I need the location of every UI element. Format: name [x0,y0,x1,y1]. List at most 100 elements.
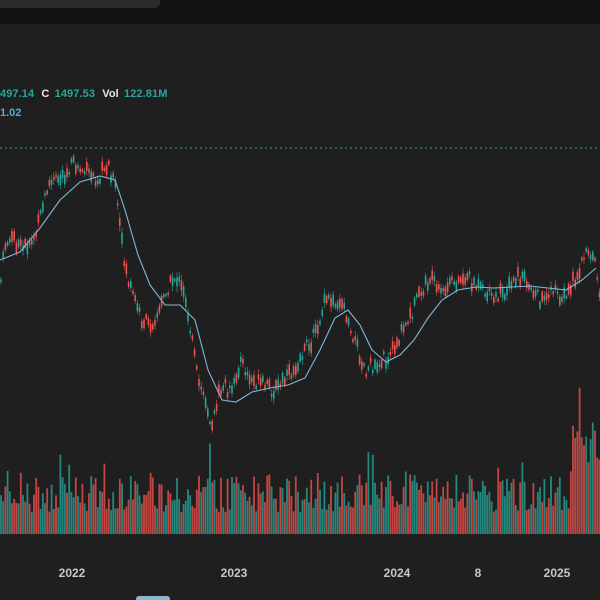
volume-bar [325,509,328,534]
candle-body [528,283,530,290]
candle-body [570,285,572,296]
volume-bar [492,511,495,534]
candle-body [561,296,563,302]
volume-bar [398,504,401,534]
volume-bar [565,500,568,534]
volume-bar [435,478,438,534]
volume-bar [541,501,544,534]
candle-body [537,289,539,292]
volume-bar [266,475,269,534]
volume-bar [66,492,68,534]
volume-bar [598,459,600,534]
candle-body [517,267,519,277]
candle-body [391,341,394,350]
volume-bar [184,500,187,534]
volume-bar [22,494,24,534]
candle-body [438,284,440,290]
candle-body [526,281,528,288]
moving-average-line [0,175,597,403]
volume-bar [514,505,517,534]
volume-bar [2,501,5,534]
candle-body [46,190,48,195]
volume-bar [360,485,363,534]
volume-bar [455,474,458,534]
volume-bar [138,495,141,534]
candle-body [519,279,521,287]
volume-bar [79,502,82,534]
volume-bar [426,481,429,534]
volume-bar [169,493,172,534]
candle-body [255,385,257,389]
volume-bar [180,511,183,534]
x-tick-label: 2022 [58,566,86,580]
volume-bar [101,492,104,534]
volume-bar [92,484,95,534]
volume-bar [176,478,178,534]
volume-bar [72,497,75,534]
volume-bar [420,485,423,534]
candle-body [319,320,321,325]
candle-body [75,164,77,174]
volume-bar [470,478,473,534]
candle-body [288,364,290,375]
candle-body [28,240,31,246]
candle-body [572,271,574,281]
volume-bar [261,491,264,534]
candle-body [589,254,592,260]
volume-bar [275,498,277,534]
price-chart[interactable] [0,24,600,600]
volume-bar [11,503,13,534]
candle-body [295,365,297,376]
candle-body [504,294,506,300]
candle-body [332,294,334,306]
volume-bar [466,493,469,534]
volume-bar [200,491,203,534]
candle-body [68,172,70,175]
volume-bar [110,510,112,534]
volume-bar [81,483,84,534]
candle-body [13,231,15,241]
candle-body [336,301,339,310]
volume-bar [319,489,321,534]
candle-body [222,385,224,391]
volume-bar [561,509,563,534]
volume-bar [37,486,40,534]
candle-body [433,276,436,282]
candle-body [398,340,400,346]
candle-body [92,172,95,177]
candle-body [277,379,279,390]
candle-body [539,301,541,309]
candle-body [451,276,453,280]
volume-bar [48,511,51,534]
volume-bar [52,508,55,534]
candle-body [372,370,374,374]
volume-bar [308,502,310,534]
volume-bar [378,498,381,534]
time-scroll-handle[interactable] [136,596,170,600]
candle-body [141,321,143,328]
volume-bar [433,497,436,534]
candle-body [563,287,565,299]
volume-bar [112,492,115,534]
candle-body [394,345,396,354]
candle-body [88,168,90,173]
volume-bar [96,507,99,534]
volume-bar [352,507,354,534]
volume-bar [519,482,522,534]
candle-body [422,290,425,296]
volume-bar [228,509,231,534]
volume-bar [389,481,392,534]
volume-bar [330,486,332,534]
candle-body [306,339,308,343]
volume-bar [237,483,240,534]
toolbar-tab[interactable] [0,0,160,8]
volume-bar [224,511,227,534]
volume-bar [279,487,282,534]
volume-bar [182,504,185,534]
candle-body [312,328,315,333]
volume-bar [508,491,511,534]
candle-body [488,288,491,292]
volume-bar [503,496,506,534]
volume-bar [114,508,117,534]
candle-body [578,268,581,279]
